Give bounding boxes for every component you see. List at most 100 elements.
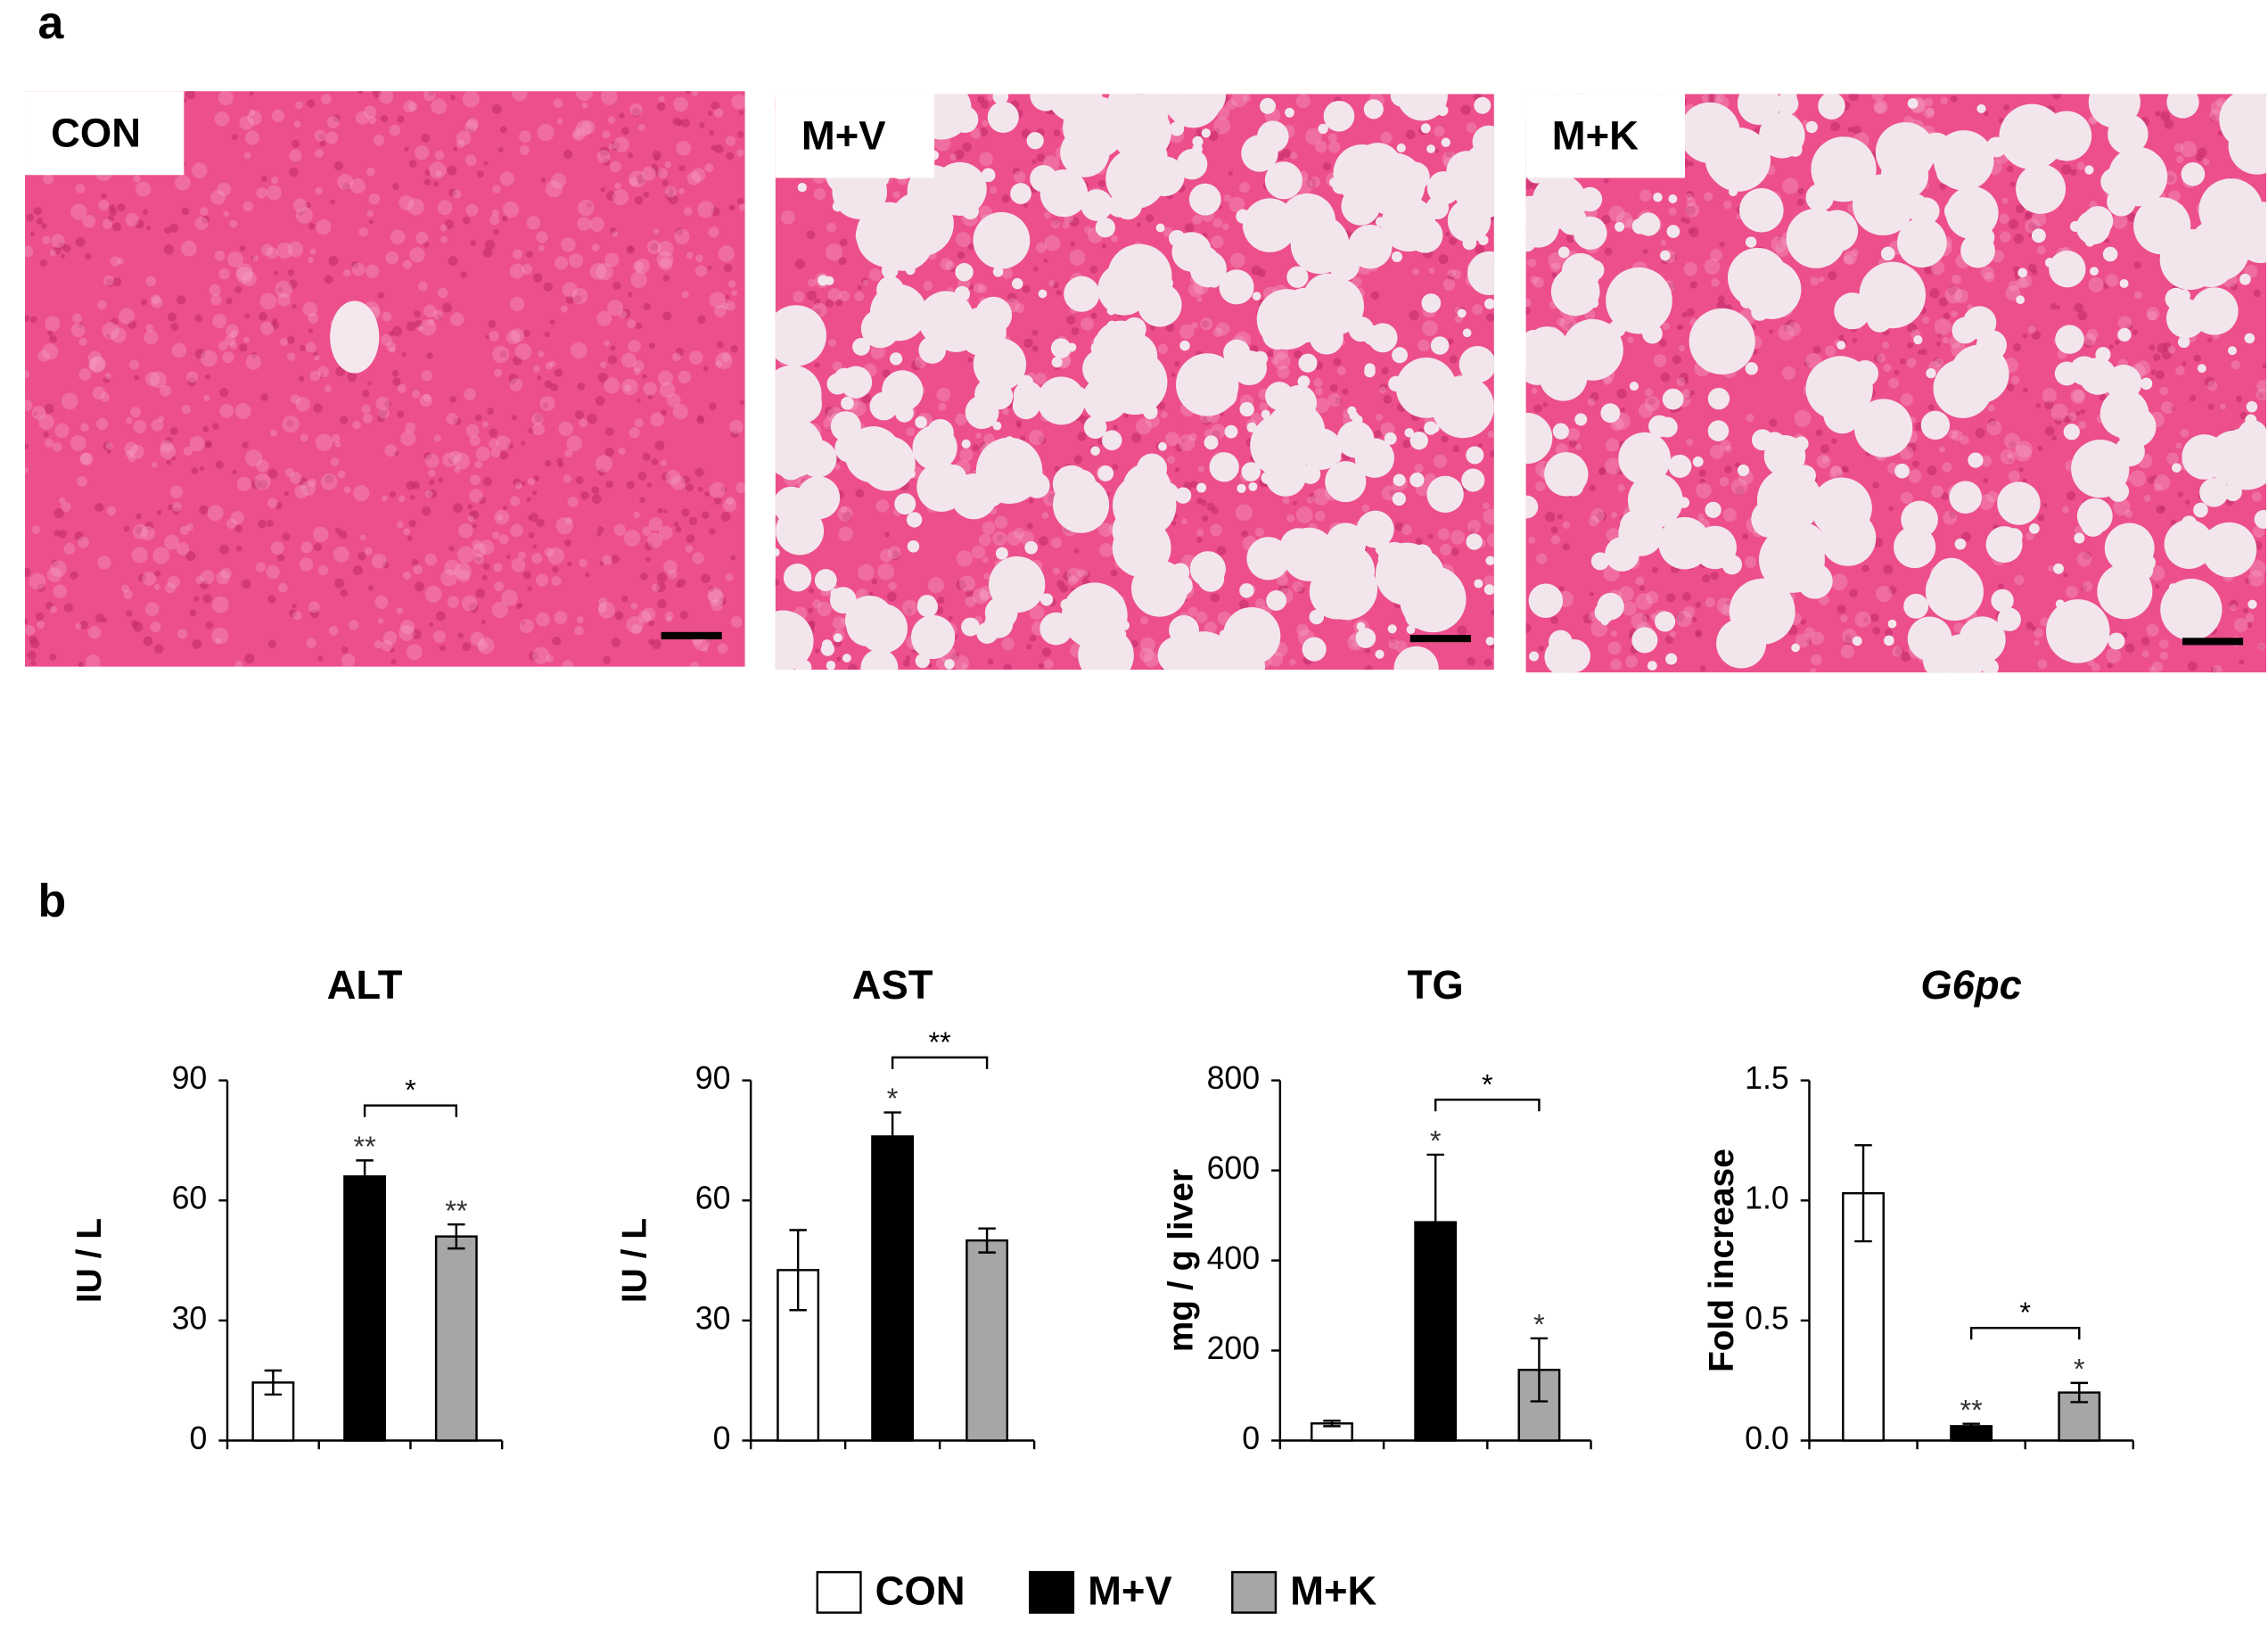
cell-texture: [807, 278, 817, 288]
nucleus: [1849, 589, 1858, 597]
cell-texture: [120, 584, 129, 593]
cell-texture: [267, 498, 278, 508]
lipid-droplet: [1795, 465, 1816, 487]
cell-texture: [602, 130, 611, 139]
nucleus: [1894, 369, 1900, 375]
cell-texture: [652, 583, 660, 592]
cell-texture: [576, 91, 594, 102]
nucleus: [1596, 511, 1607, 522]
nucleus: [300, 345, 306, 351]
cell-texture: [870, 344, 885, 359]
nucleus: [685, 91, 691, 95]
cell-texture: [927, 577, 944, 594]
lipid-droplet: [1668, 194, 1678, 203]
nucleus: [1603, 177, 1609, 184]
nucleus: [1016, 423, 1022, 428]
cell-texture: [300, 541, 313, 554]
cell-texture: [1610, 512, 1617, 519]
cell-texture: [975, 432, 982, 439]
lipid-droplet: [1574, 413, 1588, 426]
cell-texture: [470, 631, 485, 646]
cell-texture: [1210, 424, 1226, 440]
cell-texture: [1819, 276, 1825, 283]
nucleus: [1907, 342, 1914, 349]
cell-texture: [261, 243, 274, 256]
nucleus: [435, 611, 446, 622]
nucleus: [483, 161, 489, 166]
cell-texture: [610, 161, 621, 173]
lipid-droplet: [775, 547, 780, 557]
cell-texture: [722, 498, 737, 513]
cell-texture: [477, 637, 495, 654]
cell-texture: [648, 516, 663, 531]
nucleus: [713, 497, 722, 505]
nucleus: [448, 256, 458, 266]
nucleus: [1691, 616, 1697, 622]
nucleus: [408, 519, 416, 528]
nucleus: [704, 490, 711, 497]
nucleus: [1938, 297, 1949, 307]
error-bar: [978, 1227, 996, 1254]
cell-texture: [194, 217, 209, 230]
cell-texture: [406, 644, 423, 661]
lipid-droplet: [1196, 482, 1207, 493]
lipid-droplet: [1912, 197, 1940, 225]
nucleus: [662, 179, 669, 186]
lipid-droplet: [852, 337, 870, 356]
cell-texture: [694, 265, 707, 277]
lipid-droplet: [1209, 452, 1239, 482]
lipid-droplet: [1037, 376, 1086, 425]
cell-texture: [2133, 291, 2142, 300]
cell-texture: [983, 572, 990, 580]
lipid-droplet: [1261, 318, 1294, 350]
cell-texture: [612, 231, 619, 237]
nucleus: [421, 506, 431, 516]
cell-texture: [358, 227, 368, 237]
nucleus: [1604, 247, 1613, 256]
cell-texture: [1192, 214, 1203, 225]
nucleus: [669, 187, 675, 193]
nucleus: [414, 581, 424, 592]
nucleus: [51, 559, 59, 567]
significance-label: *: [1430, 1125, 1442, 1157]
cell-texture: [604, 377, 620, 394]
cell-texture: [992, 531, 1007, 547]
nucleus: [187, 377, 196, 387]
cell-texture: [987, 94, 994, 101]
lipid-droplet: [1441, 137, 1450, 147]
cell-texture: [1660, 240, 1667, 246]
cell-texture: [686, 251, 694, 259]
cell-texture: [349, 177, 366, 194]
cell-texture: [729, 419, 744, 434]
nucleus: [2187, 661, 2198, 671]
cell-texture: [425, 490, 433, 498]
lipid-droplet: [1426, 144, 1435, 153]
cell-texture: [1290, 152, 1298, 160]
nucleus: [276, 554, 285, 562]
cell-texture: [1160, 411, 1168, 418]
nucleus: [469, 510, 480, 520]
nucleus: [325, 474, 334, 484]
cell-texture: [171, 342, 187, 358]
nucleus: [610, 226, 617, 235]
cell-texture: [1336, 366, 1346, 375]
nucleus: [1550, 615, 1559, 624]
cell-texture: [1259, 402, 1269, 412]
nucleus: [258, 311, 267, 321]
lipid-droplet: [1816, 210, 1859, 252]
cell-texture: [692, 552, 704, 564]
lipid-droplet: [2083, 205, 2114, 236]
nucleus: [382, 561, 390, 569]
cell-texture: [1270, 358, 1278, 365]
nucleus: [1089, 265, 1098, 274]
cell-texture: [1196, 296, 1203, 302]
cell-texture: [368, 116, 377, 125]
lipid-droplet: [1361, 152, 1426, 217]
cell-texture: [1099, 543, 1113, 557]
lipid-droplet: [1057, 492, 1075, 510]
nucleus: [703, 366, 709, 372]
cell-texture: [519, 619, 534, 634]
nucleus: [444, 219, 455, 229]
nucleus: [1136, 222, 1142, 227]
nucleus: [1724, 465, 1732, 473]
